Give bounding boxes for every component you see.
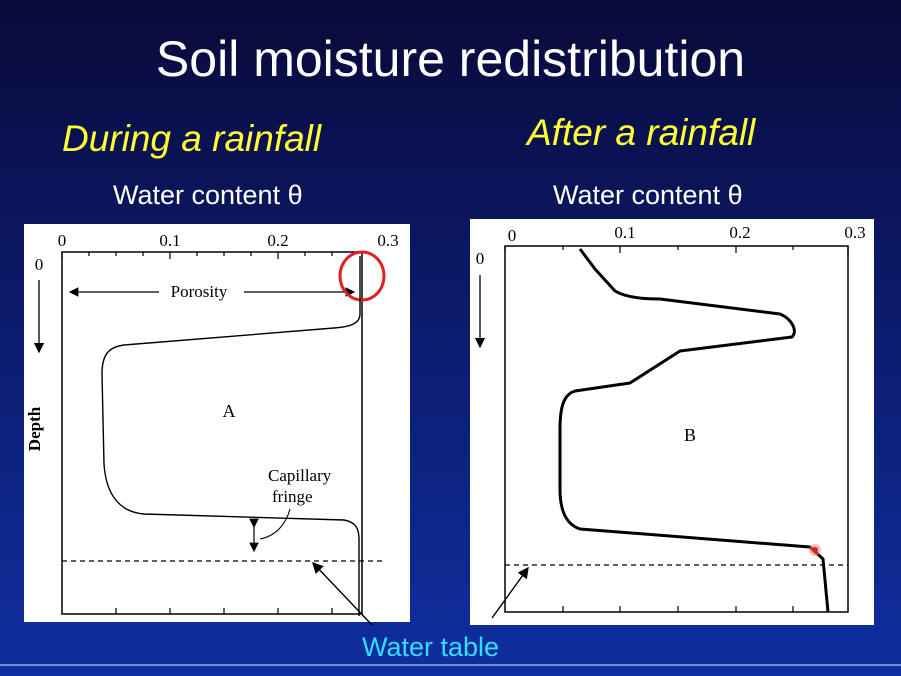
tick-label-b-3: 0.3 (844, 223, 865, 242)
cursor-dot (812, 547, 818, 553)
subtitle-during-rainfall: During a rainfall (62, 118, 322, 159)
water-table-label: Water table (362, 632, 500, 662)
capillary-label-1: Capillary (268, 466, 332, 485)
bottom-rule (0, 664, 901, 666)
tick-label-a-2: 0.2 (267, 231, 288, 250)
xaxis-label-left: Water content θ (113, 180, 303, 210)
tick-label-a-3: 0.3 (377, 231, 398, 250)
tick-label-a-1: 0.1 (159, 231, 180, 250)
xaxis-label-right: Water content θ (553, 180, 743, 210)
panel-a-plot: 0 0.1 0.2 0.3 0 Depth Porosity Capillary… (25, 231, 399, 616)
capillary-label-2: fringe (272, 487, 313, 506)
panel-letter-a: A (223, 401, 236, 421)
tick-label-b-1: 0.1 (614, 223, 635, 242)
capillary-fringe-leader (259, 508, 291, 540)
bottom-ticks-a (115, 608, 333, 614)
tick-label-a-0: 0 (58, 231, 67, 250)
subtitle-after-rainfall: After a rainfall (527, 112, 756, 153)
moisture-profile-b (558, 248, 830, 613)
y-zero-label-a: 0 (35, 255, 44, 274)
porosity-label: Porosity (171, 282, 228, 301)
plot-frame-a (61, 251, 363, 615)
depth-label: Depth (25, 406, 44, 451)
water-table-pointer-left (312, 561, 373, 626)
panel-b-plot: 0 0.1 0.2 0.3 0 B (474, 223, 866, 613)
top-ticks-b (504, 246, 849, 253)
y-zero-label-b: 0 (476, 249, 485, 268)
moisture-profile-a (101, 256, 361, 616)
panel-a: 0 0.1 0.2 0.3 0 Depth Porosity Capillary… (24, 224, 410, 622)
plot-frame-b (504, 245, 849, 613)
panel-letter-b: B (684, 425, 696, 445)
panel-b: 0 0.1 0.2 0.3 0 B (470, 219, 874, 625)
slide-title: Soil moisture redistribution (155, 31, 746, 87)
water-table-pointer-right (491, 566, 529, 619)
top-ticks-a (61, 252, 333, 259)
tick-label-b-0: 0 (508, 226, 517, 245)
bottom-ticks-b (562, 606, 794, 612)
tick-label-b-2: 0.2 (729, 223, 750, 242)
porosity-highlight-circle (338, 250, 386, 302)
